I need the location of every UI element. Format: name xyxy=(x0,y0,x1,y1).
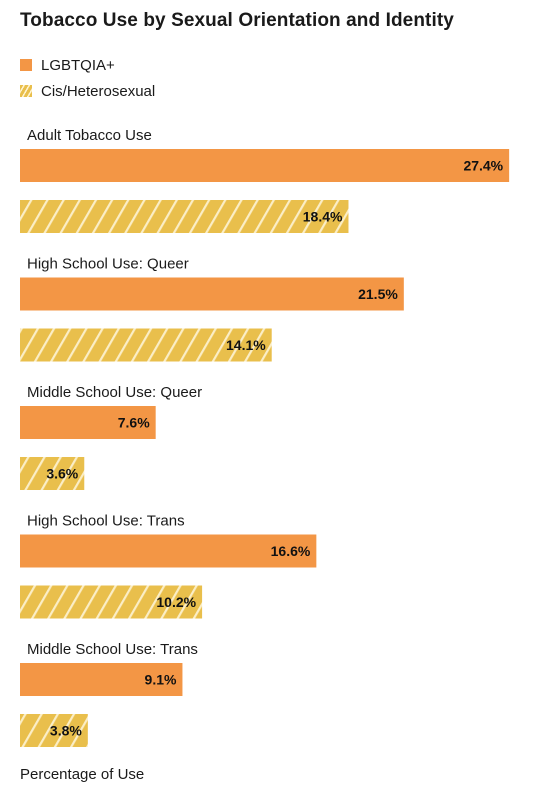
legend-swatch-cis-heterosexual xyxy=(20,85,32,97)
legend-label-cis-heterosexual: Cis/Heterosexual xyxy=(41,82,156,100)
x-axis-label: Percentage of Use xyxy=(20,766,145,783)
legend-item-lgbtqia: LGBTQIA+ xyxy=(20,56,115,74)
value-label-cis-heterosexual-middle-school-use-queer: 3.6% xyxy=(46,466,78,482)
chart-title: Tobacco Use by Sexual Orientation and Id… xyxy=(20,10,454,31)
bar-lgbtqia-middle-school-use-trans xyxy=(20,663,183,696)
legend-label-lgbtqia: LGBTQIA+ xyxy=(41,56,115,74)
category-label-high-school-use-trans: High School Use: Trans xyxy=(27,513,185,530)
bar-cis-heterosexual-adult-tobacco-use xyxy=(20,200,349,233)
category-label-middle-school-use-trans: Middle School Use: Trans xyxy=(27,641,198,658)
bar-lgbtqia-middle-school-use-queer xyxy=(20,406,156,439)
value-label-cis-heterosexual-high-school-use-trans: 10.2% xyxy=(156,594,196,610)
bar-lgbtqia-adult-tobacco-use xyxy=(20,149,510,182)
value-label-cis-heterosexual-high-school-use-queer: 14.1% xyxy=(226,337,266,353)
value-label-lgbtqia-middle-school-use-trans: 9.1% xyxy=(145,672,177,688)
value-label-cis-heterosexual-middle-school-use-trans: 3.8% xyxy=(50,723,82,739)
value-label-lgbtqia-middle-school-use-queer: 7.6% xyxy=(118,415,150,431)
bar-cis-heterosexual-middle-school-use-trans xyxy=(20,714,88,747)
bar-cis-heterosexual-high-school-use-trans xyxy=(20,585,203,619)
value-label-lgbtqia-high-school-use-trans: 16.6% xyxy=(271,543,311,559)
value-label-lgbtqia-high-school-use-queer: 21.5% xyxy=(358,286,398,302)
bar-lgbtqia-high-school-use-trans xyxy=(20,534,317,568)
value-label-cis-heterosexual-adult-tobacco-use: 18.4% xyxy=(303,209,343,225)
bar-cis-heterosexual-high-school-use-queer xyxy=(20,328,272,362)
bar-cis-heterosexual-middle-school-use-queer xyxy=(20,457,85,490)
legend-item-cis-heterosexual: Cis/Heterosexual xyxy=(20,82,155,100)
category-label-adult-tobacco-use: Adult Tobacco Use xyxy=(27,127,152,144)
bar-lgbtqia-high-school-use-queer xyxy=(20,277,404,311)
value-label-lgbtqia-adult-tobacco-use: 27.4% xyxy=(463,158,503,174)
category-label-high-school-use-queer: High School Use: Queer xyxy=(27,256,189,273)
legend-swatch-lgbtqia xyxy=(20,59,32,71)
category-label-middle-school-use-queer: Middle School Use: Queer xyxy=(27,384,202,401)
